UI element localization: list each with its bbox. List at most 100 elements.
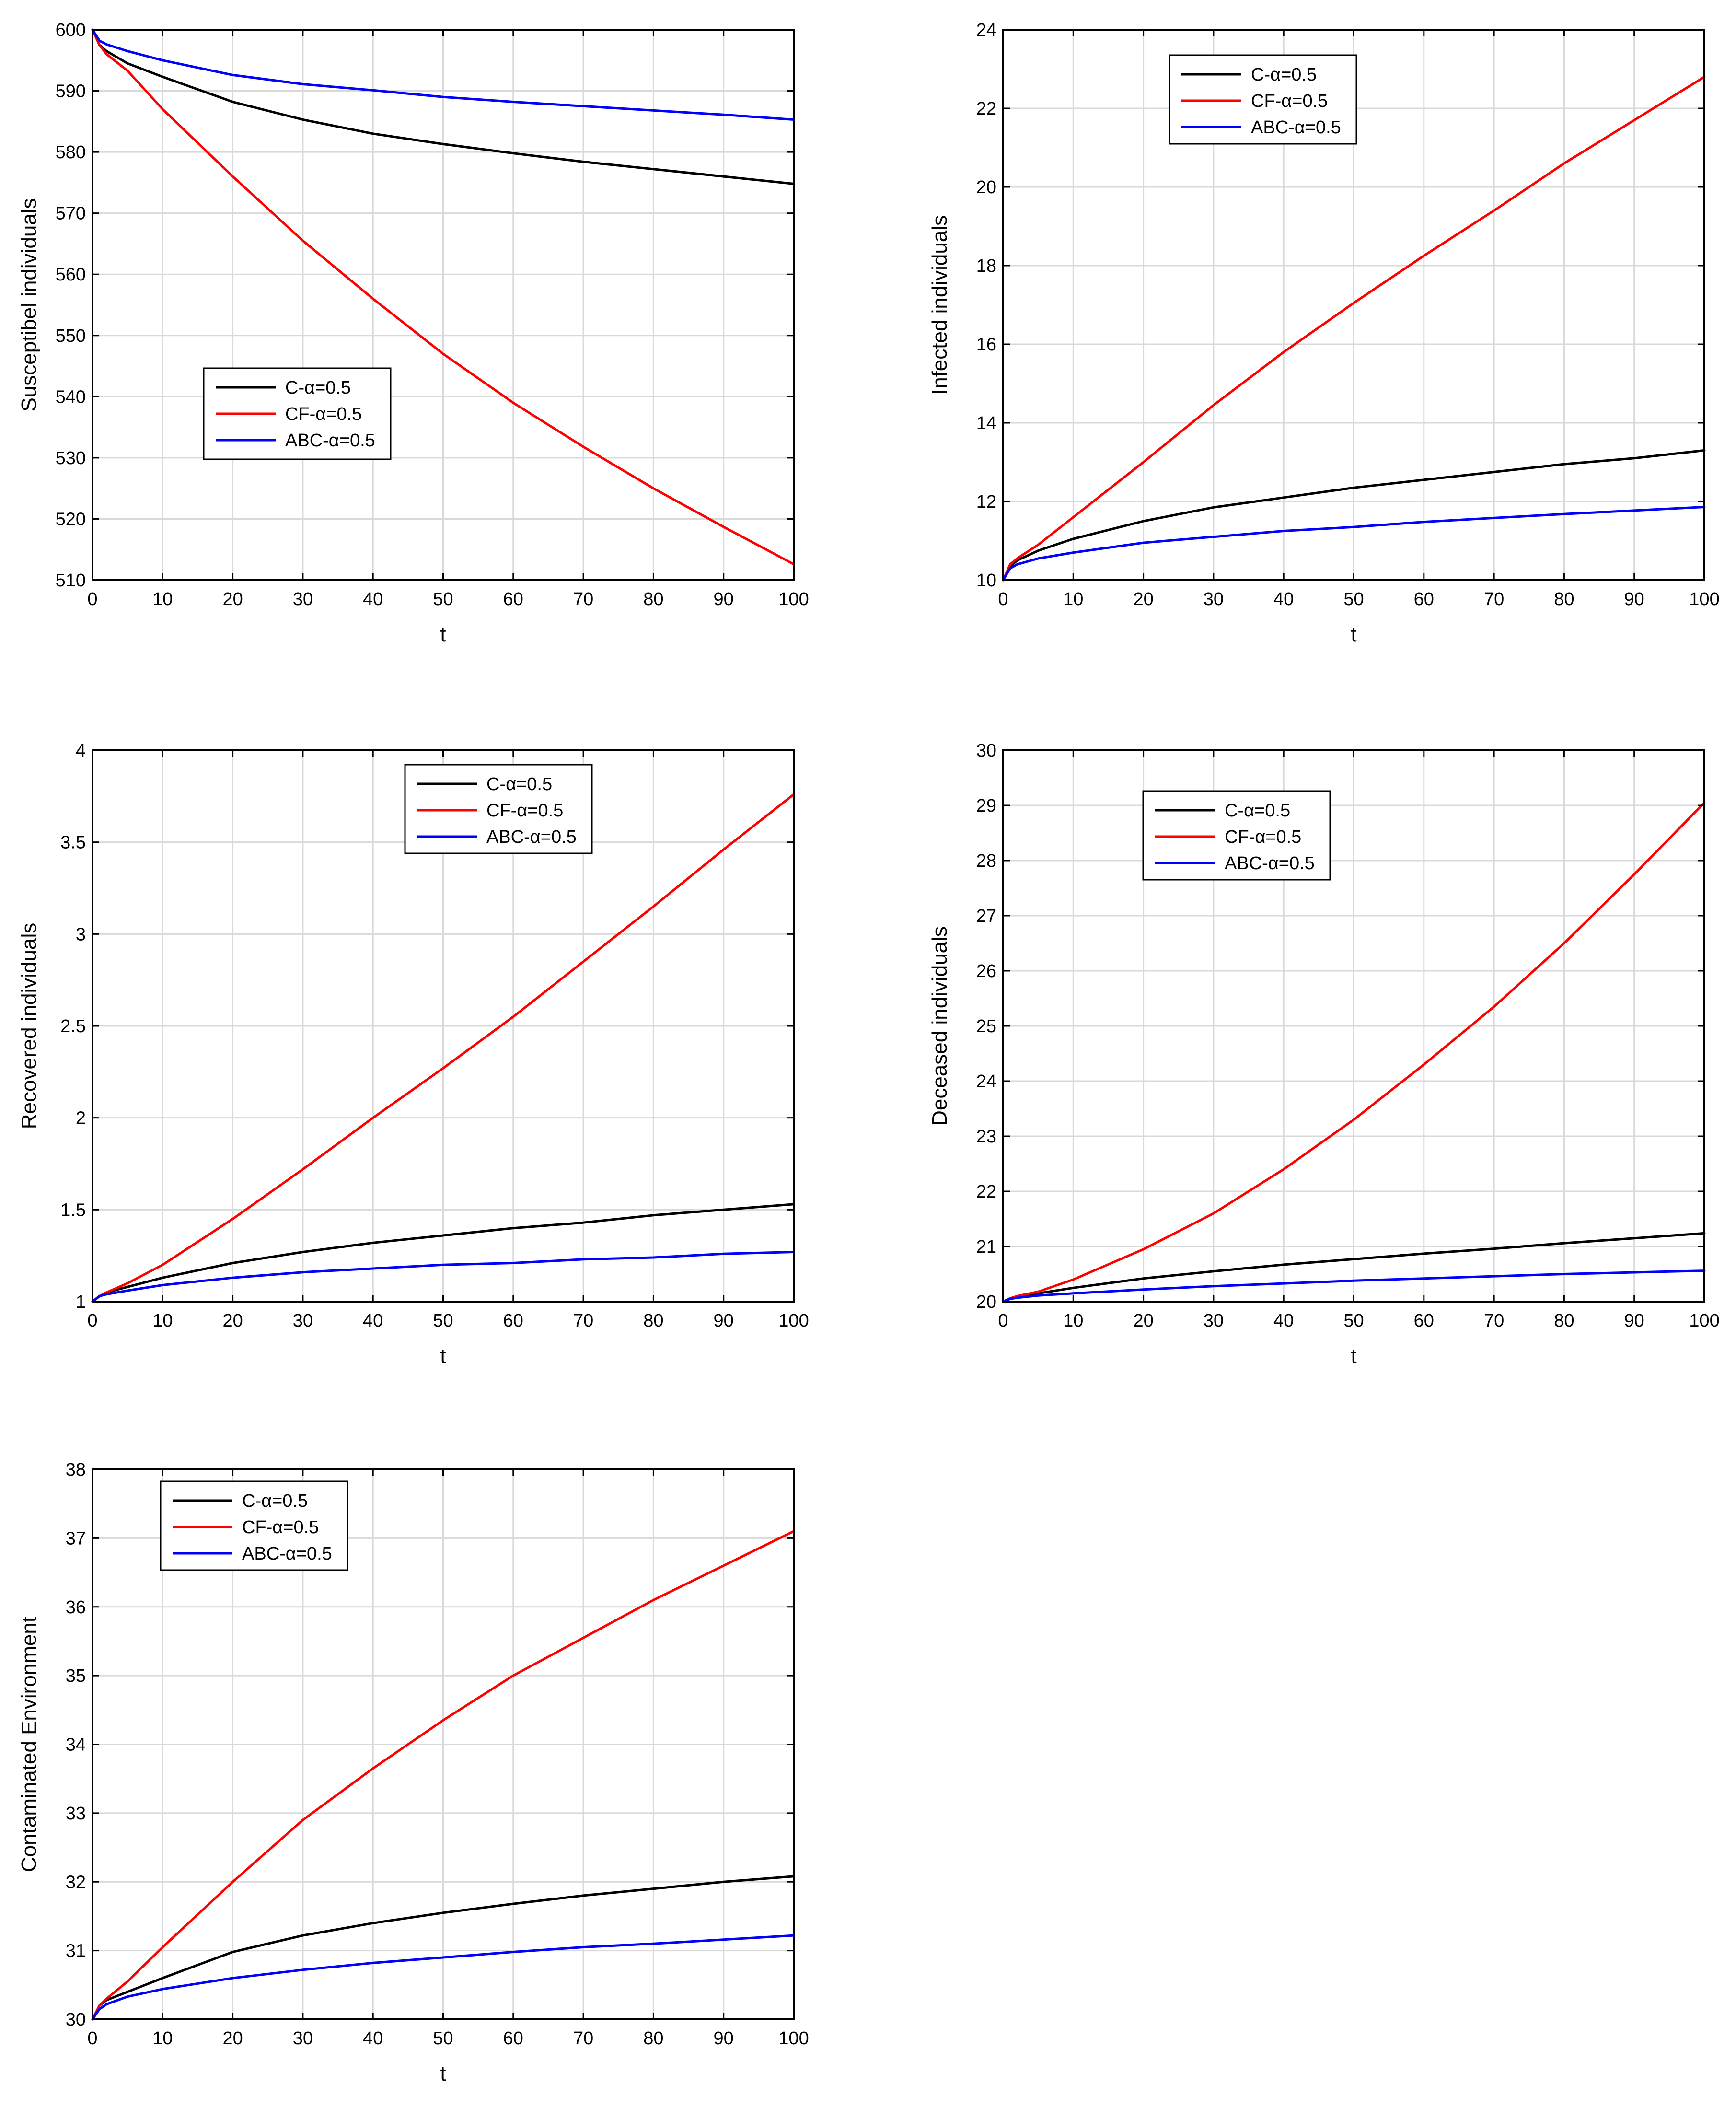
y-tick-label: 550 (56, 326, 86, 346)
y-axis-label: Susceptibel individuals (17, 198, 41, 411)
y-tick-label: 30 (976, 741, 996, 761)
y-tick-label: 3.5 (60, 833, 86, 853)
x-axis-label: t (1351, 623, 1356, 646)
x-tick-label: 10 (1063, 589, 1083, 609)
x-tick-label: 90 (714, 2028, 734, 2049)
legend-label: CF-α=0.5 (285, 404, 362, 424)
x-tick-label: 10 (152, 2028, 173, 2049)
x-tick-label: 20 (1133, 1311, 1153, 1331)
series-line-cf (1002, 801, 1706, 1303)
series-line-c (1002, 449, 1706, 582)
x-tick-label: 100 (778, 589, 809, 609)
x-tick-label: 70 (1484, 1311, 1504, 1331)
x-tick-label: 10 (1063, 1311, 1083, 1331)
legend-label: C-α=0.5 (1225, 801, 1290, 821)
x-tick-label: 60 (503, 1311, 523, 1331)
y-tick-label: 22 (976, 99, 996, 119)
series-line-cf (1002, 75, 1706, 582)
y-tick-label: 33 (66, 1804, 86, 1824)
panel-recovered: 0 10 20 30 40 50 60 70 80 90 100 1 1.5 2 2.5 3 3.5 4 t Reco… (17, 741, 809, 1368)
x-tick-label: 100 (1689, 1311, 1719, 1331)
y-tick-label: 580 (56, 142, 86, 163)
x-tick-label: 0 (87, 589, 97, 609)
legend-label: ABC-α=0.5 (285, 431, 375, 451)
x-tick-label: 80 (1554, 589, 1574, 609)
y-tick-label: 25 (976, 1016, 996, 1037)
y-tick-label: 24 (976, 20, 996, 40)
y-axis-label: Recovered individuals (17, 923, 41, 1129)
x-tick-label: 50 (433, 1311, 453, 1331)
y-tick-label: 10 (976, 571, 996, 591)
x-tick-label: 70 (573, 589, 593, 609)
x-tick-label: 40 (1273, 1311, 1294, 1331)
series-line-abc (1002, 1269, 1706, 1303)
x-tick-label: 0 (998, 589, 1008, 609)
legend-label: ABC-α=0.5 (1251, 117, 1341, 138)
y-tick-label: 530 (56, 448, 86, 468)
y-tick-label: 20 (976, 1292, 996, 1312)
y-tick-label: 24 (976, 1071, 996, 1092)
y-tick-label: 38 (66, 1460, 86, 1480)
y-tick-label: 31 (66, 1941, 86, 1961)
panel-deceased: 0 10 20 30 40 50 60 70 80 90 100 20 21 22 23 24 25 26 27 28… (928, 741, 1720, 1368)
x-tick-label: 70 (573, 2028, 593, 2049)
x-tick-label: 90 (714, 1311, 734, 1331)
x-tick-label: 60 (1414, 589, 1434, 609)
y-tick-label: 14 (976, 413, 996, 433)
x-tick-label: 0 (87, 2028, 97, 2049)
series-line-c (91, 28, 795, 185)
series-line-abc (1002, 506, 1706, 582)
y-tick-label: 2.5 (60, 1016, 86, 1037)
y-axis-label: Deceased individuals (928, 926, 951, 1126)
x-tick-label: 60 (503, 2028, 523, 2049)
x-tick-label: 50 (433, 589, 453, 609)
y-tick-label: 37 (66, 1528, 86, 1549)
legend-label: C-α=0.5 (1251, 65, 1317, 85)
x-tick-label: 0 (87, 1311, 97, 1331)
legend-label: CF-α=0.5 (1225, 827, 1301, 847)
y-tick-label: 27 (976, 906, 996, 926)
x-tick-label: 10 (152, 1311, 173, 1331)
y-tick-label: 34 (66, 1735, 86, 1755)
x-tick-label: 20 (222, 2028, 243, 2049)
series-line-cf (91, 1530, 795, 2021)
y-tick-label: 30 (66, 2010, 86, 2030)
x-tick-label: 30 (1204, 589, 1224, 609)
panel-susceptible: 0 10 20 30 40 50 60 70 80 90 100 510 520 530 540 550 560… (17, 20, 809, 646)
x-tick-label: 80 (643, 2028, 663, 2049)
y-tick-label: 21 (976, 1237, 996, 1257)
x-axis-label: t (1351, 1344, 1356, 1368)
legend-label: CF-α=0.5 (486, 801, 563, 821)
x-tick-label: 50 (1343, 589, 1364, 609)
y-tick-label: 20 (976, 177, 996, 198)
x-tick-label: 90 (1624, 1311, 1644, 1331)
y-tick-label: 16 (976, 335, 996, 355)
legend-label: C-α=0.5 (486, 774, 552, 794)
x-tick-label: 100 (778, 2028, 809, 2049)
y-tick-label: 32 (66, 1872, 86, 1892)
x-tick-label: 80 (1554, 1311, 1574, 1331)
x-tick-label: 80 (643, 589, 663, 609)
x-axis-label: t (440, 1344, 446, 1368)
x-tick-label: 40 (363, 1311, 383, 1331)
y-tick-label: 1 (76, 1292, 86, 1312)
x-tick-label: 60 (503, 589, 523, 609)
legend-label: ABC-α=0.5 (486, 827, 577, 847)
y-axis-label: Contaminated Environment (17, 1617, 41, 1872)
y-axis-label: Infected individuals (928, 215, 951, 395)
x-tick-label: 20 (222, 589, 243, 609)
series-line-abc (91, 1251, 795, 1303)
y-tick-label: 540 (56, 387, 86, 407)
x-tick-label: 40 (363, 589, 383, 609)
legend-label: ABC-α=0.5 (1225, 853, 1315, 873)
x-tick-label: 90 (714, 589, 734, 609)
y-tick-label: 1.5 (60, 1200, 86, 1220)
x-tick-label: 40 (363, 2028, 383, 2049)
y-tick-label: 2 (76, 1108, 86, 1129)
y-tick-label: 590 (56, 82, 86, 102)
y-tick-label: 510 (56, 571, 86, 591)
legend-label: ABC-α=0.5 (242, 1544, 332, 1564)
y-tick-label: 12 (976, 492, 996, 512)
panel-infected: 0 10 20 30 40 50 60 70 80 90 1001012141618202224tI… (928, 20, 1720, 646)
